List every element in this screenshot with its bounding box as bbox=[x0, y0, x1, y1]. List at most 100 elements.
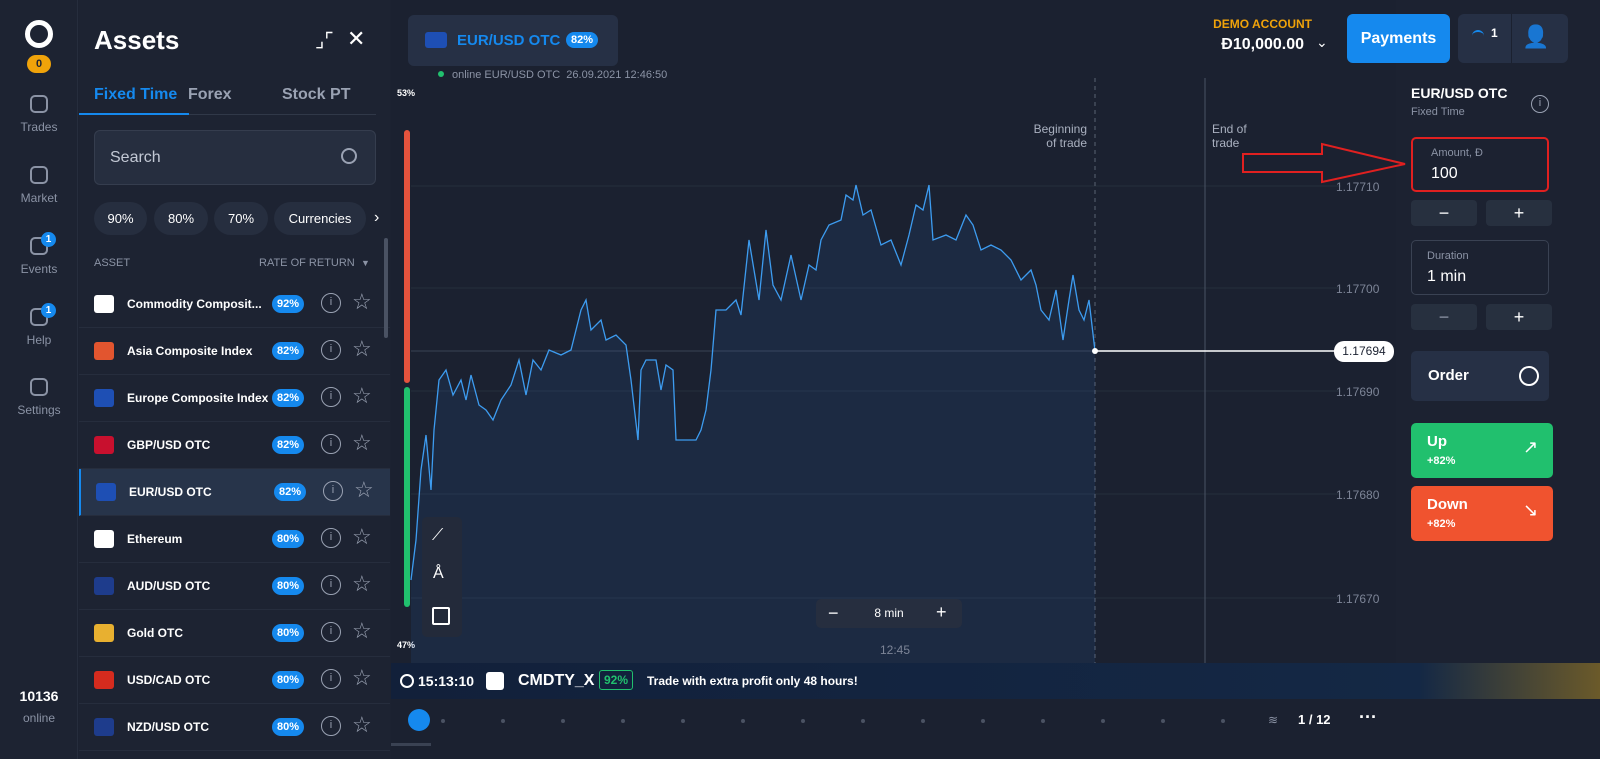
asset-row[interactable]: Asia Composite Index 82% i ☆ bbox=[79, 328, 390, 375]
indicator-button[interactable] bbox=[432, 607, 450, 625]
up-button[interactable]: Up +82% ↗ bbox=[1411, 423, 1553, 478]
tab[interactable]: Forex bbox=[188, 86, 232, 103]
carousel-dot[interactable] bbox=[861, 719, 865, 723]
pair-tab[interactable]: EUR/USD OTC 82% bbox=[408, 15, 618, 66]
carousel-dot[interactable] bbox=[1041, 719, 1045, 723]
more-button[interactable]: ··· bbox=[1359, 707, 1377, 727]
asset-rate: 80% bbox=[272, 577, 305, 595]
nav-item[interactable]: Market bbox=[0, 166, 78, 205]
collapse-button[interactable]: ⌟⌜ bbox=[315, 30, 334, 52]
assets-title: Assets bbox=[94, 25, 180, 55]
asset-row[interactable]: USD/CAD OTC 80% i ☆ bbox=[79, 657, 390, 704]
amount-input[interactable]: Amount, Đ 100 bbox=[1411, 137, 1549, 192]
info-button[interactable]: i bbox=[321, 575, 341, 595]
account-box: 1 👤 bbox=[1458, 14, 1568, 63]
logo[interactable] bbox=[25, 20, 53, 48]
info-button[interactable]: i bbox=[323, 481, 343, 501]
duration-plus[interactable]: + bbox=[1486, 304, 1552, 330]
stack-icon: ≋ bbox=[1268, 713, 1279, 727]
favorite-button[interactable]: ☆ bbox=[352, 712, 372, 737]
carousel-dot[interactable] bbox=[1161, 719, 1165, 723]
carousel-dot[interactable] bbox=[981, 719, 985, 723]
sentiment-bottom: 47% bbox=[397, 640, 416, 650]
info-button[interactable]: i bbox=[321, 622, 341, 642]
favorite-button[interactable]: ☆ bbox=[352, 430, 372, 455]
down-button[interactable]: Down +82% ↘ bbox=[1411, 486, 1553, 541]
order-label: Order bbox=[1428, 367, 1469, 384]
carousel-dot[interactable] bbox=[501, 719, 505, 723]
profile-button[interactable]: 👤 bbox=[1522, 24, 1550, 49]
nav-item[interactable]: Help 1 bbox=[0, 303, 78, 347]
info-button[interactable]: i bbox=[321, 387, 341, 407]
carousel-dot[interactable] bbox=[1101, 719, 1105, 723]
duration-minus[interactable]: − bbox=[1411, 304, 1477, 330]
order-button[interactable]: Order bbox=[1411, 351, 1549, 401]
carousel-dot[interactable] bbox=[741, 719, 745, 723]
column-header[interactable]: RATE OF RETURN bbox=[259, 257, 355, 269]
favorite-button[interactable]: ☆ bbox=[352, 336, 372, 361]
nav-label: Market bbox=[20, 191, 58, 205]
favorite-button[interactable]: ☆ bbox=[352, 383, 372, 408]
carousel-dot[interactable] bbox=[801, 719, 805, 723]
chart-type-button[interactable]: ⟋ bbox=[432, 527, 444, 544]
duration-label: Duration bbox=[1427, 250, 1469, 262]
info-button[interactable]: i bbox=[321, 340, 341, 360]
asset-row[interactable]: Ethereum 80% i ☆ bbox=[79, 516, 390, 563]
nav-item[interactable]: Settings bbox=[0, 378, 78, 417]
filter-pill[interactable]: Currencies bbox=[274, 202, 366, 235]
favorite-button[interactable]: ☆ bbox=[352, 571, 372, 596]
timeframe-plus[interactable]: + bbox=[936, 602, 947, 622]
filter-pill[interactable]: 80% bbox=[154, 202, 208, 235]
carousel-dot[interactable] bbox=[681, 719, 685, 723]
asset-row[interactable]: EUR/USD OTC 82% i ☆ bbox=[79, 469, 390, 516]
asset-row[interactable]: AUD/USD OTC 80% i ☆ bbox=[79, 563, 390, 610]
asset-name: Asia Composite Index bbox=[127, 344, 253, 358]
drawing-button[interactable]: Å bbox=[433, 565, 444, 582]
amount-minus[interactable]: − bbox=[1411, 200, 1477, 226]
filter-next[interactable]: › bbox=[374, 209, 380, 226]
balance[interactable]: Đ10,000.00 bbox=[1221, 36, 1304, 53]
favorite-button[interactable]: ☆ bbox=[352, 524, 372, 549]
current-price: 1.17694 bbox=[1334, 341, 1394, 362]
nav-item[interactable]: Trades bbox=[0, 95, 78, 134]
payments-button[interactable]: Payments bbox=[1347, 14, 1450, 63]
balance-dropdown[interactable]: ⌄ bbox=[1316, 34, 1328, 50]
asset-row[interactable]: Commodity Composit... 92% i ☆ bbox=[79, 281, 390, 328]
favorite-button[interactable]: ☆ bbox=[352, 618, 372, 643]
online-label: online bbox=[22, 711, 56, 725]
carousel-current[interactable] bbox=[408, 709, 430, 731]
carousel-dot[interactable] bbox=[561, 719, 565, 723]
filter-pill[interactable]: 70% bbox=[214, 202, 268, 235]
carousel-dot[interactable] bbox=[441, 719, 445, 723]
asset-name: EUR/USD OTC bbox=[129, 485, 212, 499]
asset-row[interactable]: Europe Composite Index 82% i ☆ bbox=[79, 375, 390, 422]
info-button[interactable]: i bbox=[321, 528, 341, 548]
carousel-dot[interactable] bbox=[921, 719, 925, 723]
column-header: ASSET bbox=[94, 257, 131, 269]
nav-item[interactable]: Events 1 bbox=[0, 232, 78, 276]
info-button[interactable]: i bbox=[321, 669, 341, 689]
search-box[interactable]: Search bbox=[94, 130, 376, 185]
timeframe-minus[interactable]: − bbox=[828, 603, 839, 623]
carousel-dot[interactable] bbox=[621, 719, 625, 723]
filter-pill[interactable]: 90% bbox=[94, 202, 147, 235]
amount-plus[interactable]: + bbox=[1486, 200, 1552, 226]
info-button[interactable]: i bbox=[1531, 95, 1549, 113]
carousel-dot[interactable] bbox=[1221, 719, 1225, 723]
close-button[interactable]: ✕ bbox=[347, 26, 366, 51]
tab[interactable]: Fixed Time bbox=[94, 86, 178, 103]
asset-row[interactable]: NZD/USD OTC 80% i ☆ bbox=[79, 704, 390, 751]
favorite-button[interactable]: ☆ bbox=[354, 477, 374, 502]
asset-row[interactable]: Gold OTC 80% i ☆ bbox=[79, 610, 390, 657]
promo-banner[interactable]: 15:13:10 CMDTY_X 92% Trade with extra pr… bbox=[391, 663, 1600, 699]
nav-label: Settings bbox=[17, 403, 61, 417]
favorite-button[interactable]: ☆ bbox=[352, 665, 372, 690]
favorite-button[interactable]: ☆ bbox=[352, 289, 372, 314]
info-button[interactable]: i bbox=[321, 716, 341, 736]
nav-icon bbox=[30, 95, 48, 113]
asset-row[interactable]: GBP/USD OTC 82% i ☆ bbox=[79, 422, 390, 469]
info-button[interactable]: i bbox=[321, 293, 341, 313]
tab[interactable]: Stock PT bbox=[282, 86, 351, 103]
duration-input[interactable]: Duration 1 min bbox=[1411, 240, 1549, 295]
info-button[interactable]: i bbox=[321, 434, 341, 454]
